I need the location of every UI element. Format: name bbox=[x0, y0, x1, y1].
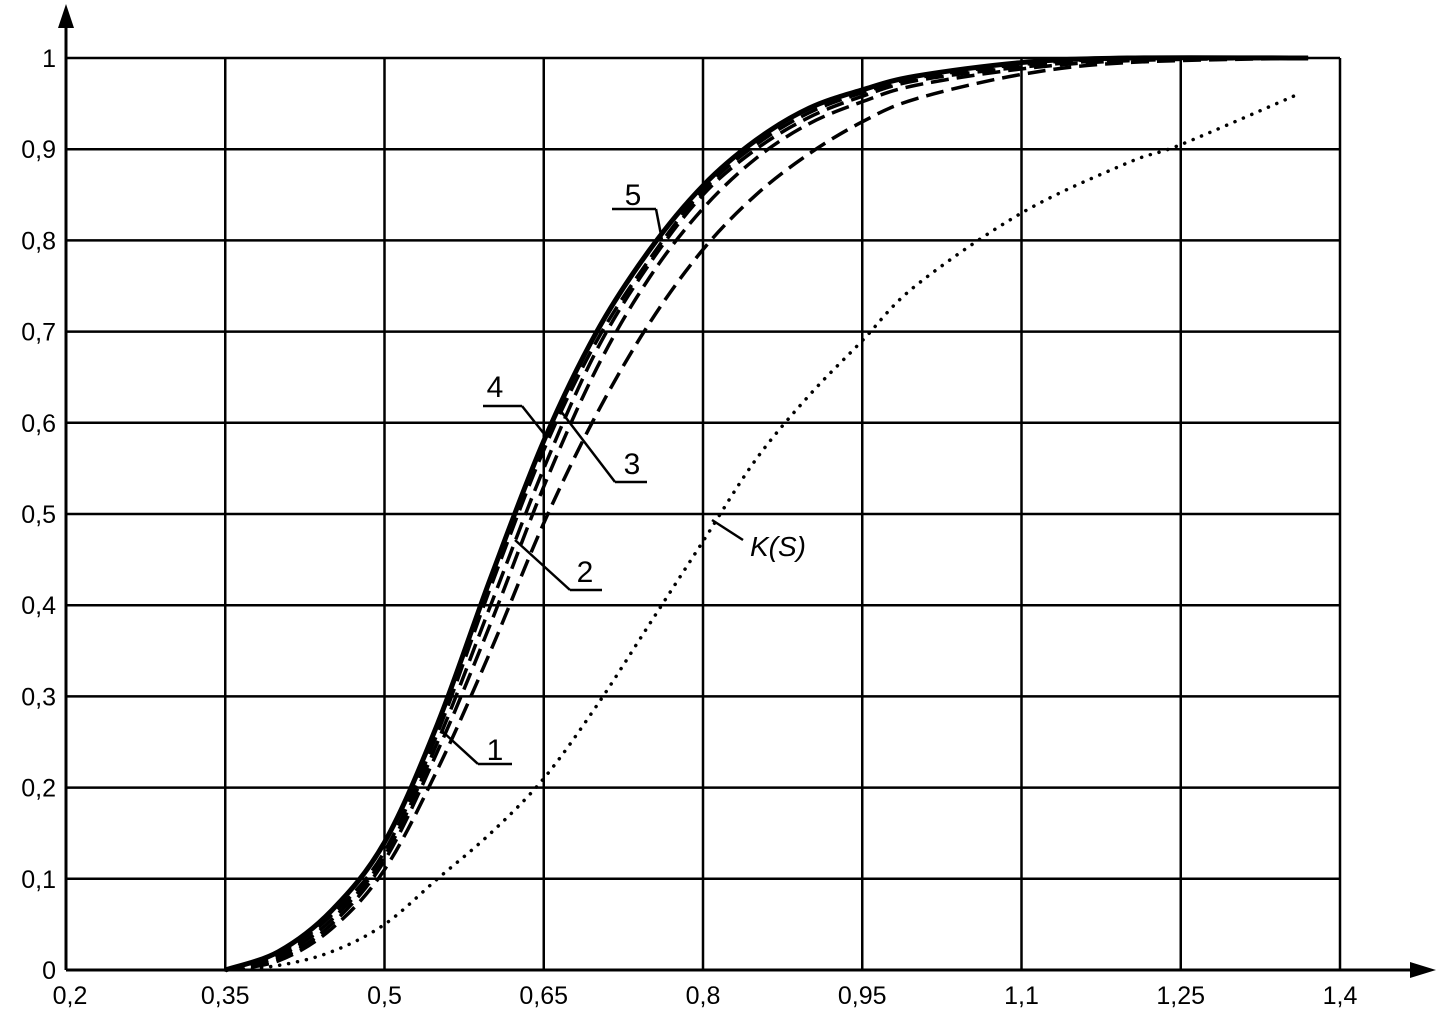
series-line-ks bbox=[223, 92, 1300, 972]
y-tick-label: 0,3 bbox=[21, 683, 56, 711]
axes bbox=[58, 4, 1436, 978]
y-tick-label: 0,7 bbox=[21, 319, 56, 347]
y-axis-arrow-icon bbox=[58, 4, 74, 28]
x-tick-label: 0,35 bbox=[201, 982, 250, 1010]
annotations: 1 2 3 4 5 K(S) bbox=[442, 179, 806, 767]
x-tick-label: 0,95 bbox=[838, 982, 887, 1010]
x-tick-label: 0,65 bbox=[519, 982, 568, 1010]
label-leader-line bbox=[654, 208, 664, 241]
y-tick-label: 0,1 bbox=[21, 866, 56, 894]
label-leader-line bbox=[521, 405, 546, 436]
x-tick-label: 1,4 bbox=[1323, 982, 1358, 1010]
series-label-4: 4 bbox=[487, 371, 504, 404]
x-tick-label: 0,5 bbox=[367, 982, 402, 1010]
series-label-2: 2 bbox=[577, 556, 594, 589]
series-label-5: 5 bbox=[625, 179, 642, 212]
label-leader-line bbox=[514, 539, 571, 591]
x-tick-label: 0,2 bbox=[53, 982, 88, 1010]
y-tick-label: 0,5 bbox=[21, 501, 56, 529]
x-tick-labels: 0,2 0,35 0,5 0,65 0,8 0,95 1,1 1,25 1,4 bbox=[53, 982, 1358, 1010]
series-line-2 bbox=[224, 56, 1309, 972]
y-tick-label: 0,9 bbox=[21, 136, 56, 164]
series-line-3 bbox=[224, 56, 1309, 972]
x-tick-label: 0,8 bbox=[686, 982, 721, 1010]
grid bbox=[66, 56, 1342, 970]
series-line-5 bbox=[224, 55, 1309, 973]
label-leader-line bbox=[559, 409, 616, 483]
y-tick-label: 0 bbox=[42, 957, 56, 985]
label-leader-line bbox=[711, 518, 744, 542]
y-tick-label: 0,4 bbox=[21, 592, 56, 620]
series-lines bbox=[223, 55, 1309, 973]
series-label-1: 1 bbox=[487, 734, 504, 767]
y-tick-label: 0,2 bbox=[21, 775, 56, 803]
x-tick-label: 1,1 bbox=[1004, 982, 1039, 1010]
y-tick-labels: 0 0,1 0,2 0,3 0,4 0,5 0,6 0,7 0,8 0,9 1 bbox=[21, 45, 56, 985]
label-leader-line bbox=[442, 731, 479, 765]
x-axis-arrow-icon bbox=[1410, 962, 1436, 978]
series-label-ks: K(S) bbox=[750, 531, 806, 562]
y-tick-label: 0,8 bbox=[21, 227, 56, 255]
y-tick-label: 0,6 bbox=[21, 410, 56, 438]
series-label-3: 3 bbox=[624, 448, 641, 481]
x-tick-label: 1,25 bbox=[1156, 982, 1205, 1010]
y-tick-label: 1 bbox=[42, 45, 56, 73]
